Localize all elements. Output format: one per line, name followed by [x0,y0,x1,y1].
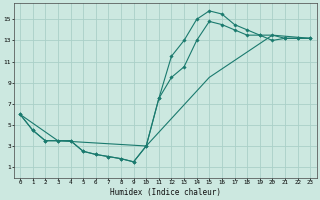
X-axis label: Humidex (Indice chaleur): Humidex (Indice chaleur) [110,188,220,197]
